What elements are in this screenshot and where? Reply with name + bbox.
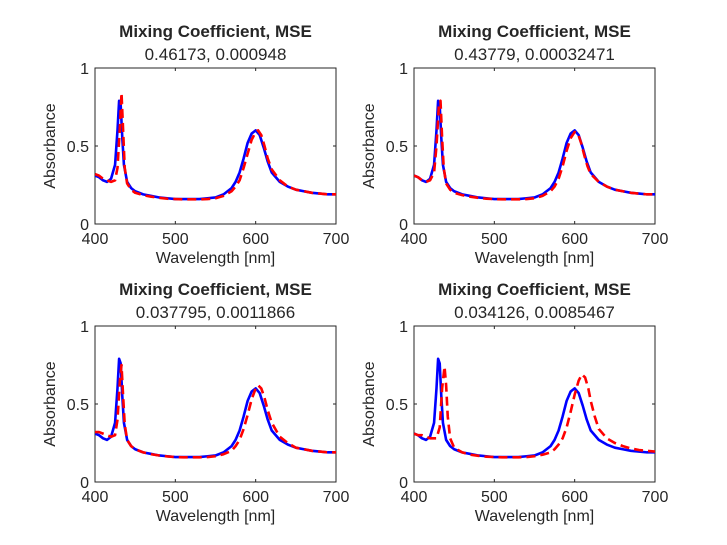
chart-subtitle: 0.43779, 0.00032471 — [454, 45, 615, 64]
x-axis-label: Wavelength [nm] — [156, 508, 275, 525]
chart-title: Mixing Coefficient, MSE — [438, 22, 631, 41]
plot-area — [94, 67, 337, 225]
y-axis-label: Absorbance — [361, 361, 378, 446]
y-axis-label: Absorbance — [361, 103, 378, 188]
subplot-4: 400 500 600 700 0 0.5 1 Mixing Coefficient, MSE… — [361, 280, 668, 525]
subplot-1: 400 500 600 700 0 0.5 1 Mixing Coefficient, MSE… — [42, 22, 349, 267]
x-axis-label: Wavelength [nm] — [156, 250, 275, 267]
x-tick-label: 500 — [481, 231, 508, 248]
chart-title: Mixing Coefficient, MSE — [438, 280, 631, 299]
subplot-2: 400 500 600 700 0 0.5 1 Mixing Coefficient, MSE… — [361, 22, 668, 267]
series-fit-line — [414, 365, 655, 459]
subplot-3: 400 500 600 700 0 0.5 1 Mixing Coefficient, MSE… — [42, 280, 349, 525]
plot-area — [413, 325, 656, 483]
x-tick-label: 700 — [642, 231, 669, 248]
y-axis-label: Absorbance — [42, 361, 59, 446]
x-tick-label: 700 — [642, 489, 669, 506]
x-tick-label: 500 — [162, 489, 189, 506]
plot-area — [413, 67, 656, 225]
y-tick-label: 1 — [399, 61, 408, 78]
chart-title: Mixing Coefficient, MSE — [119, 22, 312, 41]
y-tick-label: 0 — [80, 475, 89, 492]
series-measured-line — [414, 357, 655, 459]
y-axis-label: Absorbance — [42, 103, 59, 188]
x-tick-label: 400 — [401, 231, 428, 248]
x-tick-label: 400 — [401, 489, 428, 506]
series-fit-line — [95, 91, 336, 201]
y-tick-label: 1 — [80, 319, 89, 336]
x-tick-label: 400 — [82, 489, 109, 506]
y-tick-label: 0.5 — [67, 397, 89, 414]
x-tick-label: 700 — [323, 231, 350, 248]
chart-subtitle: 0.037795, 0.0011866 — [136, 303, 295, 322]
y-tick-label: 1 — [399, 319, 408, 336]
y-tick-label: 0.5 — [67, 139, 89, 156]
y-tick-label: 0 — [399, 217, 408, 234]
y-tick-label: 0 — [399, 475, 408, 492]
x-tick-label: 600 — [561, 489, 588, 506]
x-tick-label: 700 — [323, 489, 350, 506]
x-axis-label: Wavelength [nm] — [475, 250, 594, 267]
x-tick-label: 400 — [82, 231, 109, 248]
chart-subtitle: 0.46173, 0.000948 — [145, 45, 287, 64]
chart-subtitle: 0.034126, 0.0085467 — [454, 303, 615, 322]
x-tick-label: 500 — [481, 489, 508, 506]
series-fit-line — [95, 363, 336, 459]
y-tick-label: 1 — [80, 61, 89, 78]
y-tick-label: 0 — [80, 217, 89, 234]
x-tick-label: 600 — [561, 231, 588, 248]
series-measured-line — [95, 357, 336, 459]
plot-area — [94, 325, 337, 483]
series-fit-line — [414, 99, 655, 201]
x-tick-label: 600 — [242, 231, 269, 248]
y-tick-label: 0.5 — [386, 139, 408, 156]
x-axis-label: Wavelength [nm] — [475, 508, 594, 525]
x-tick-label: 500 — [162, 231, 189, 248]
chart-title: Mixing Coefficient, MSE — [119, 280, 312, 299]
x-tick-label: 600 — [242, 489, 269, 506]
y-tick-label: 0.5 — [386, 397, 408, 414]
